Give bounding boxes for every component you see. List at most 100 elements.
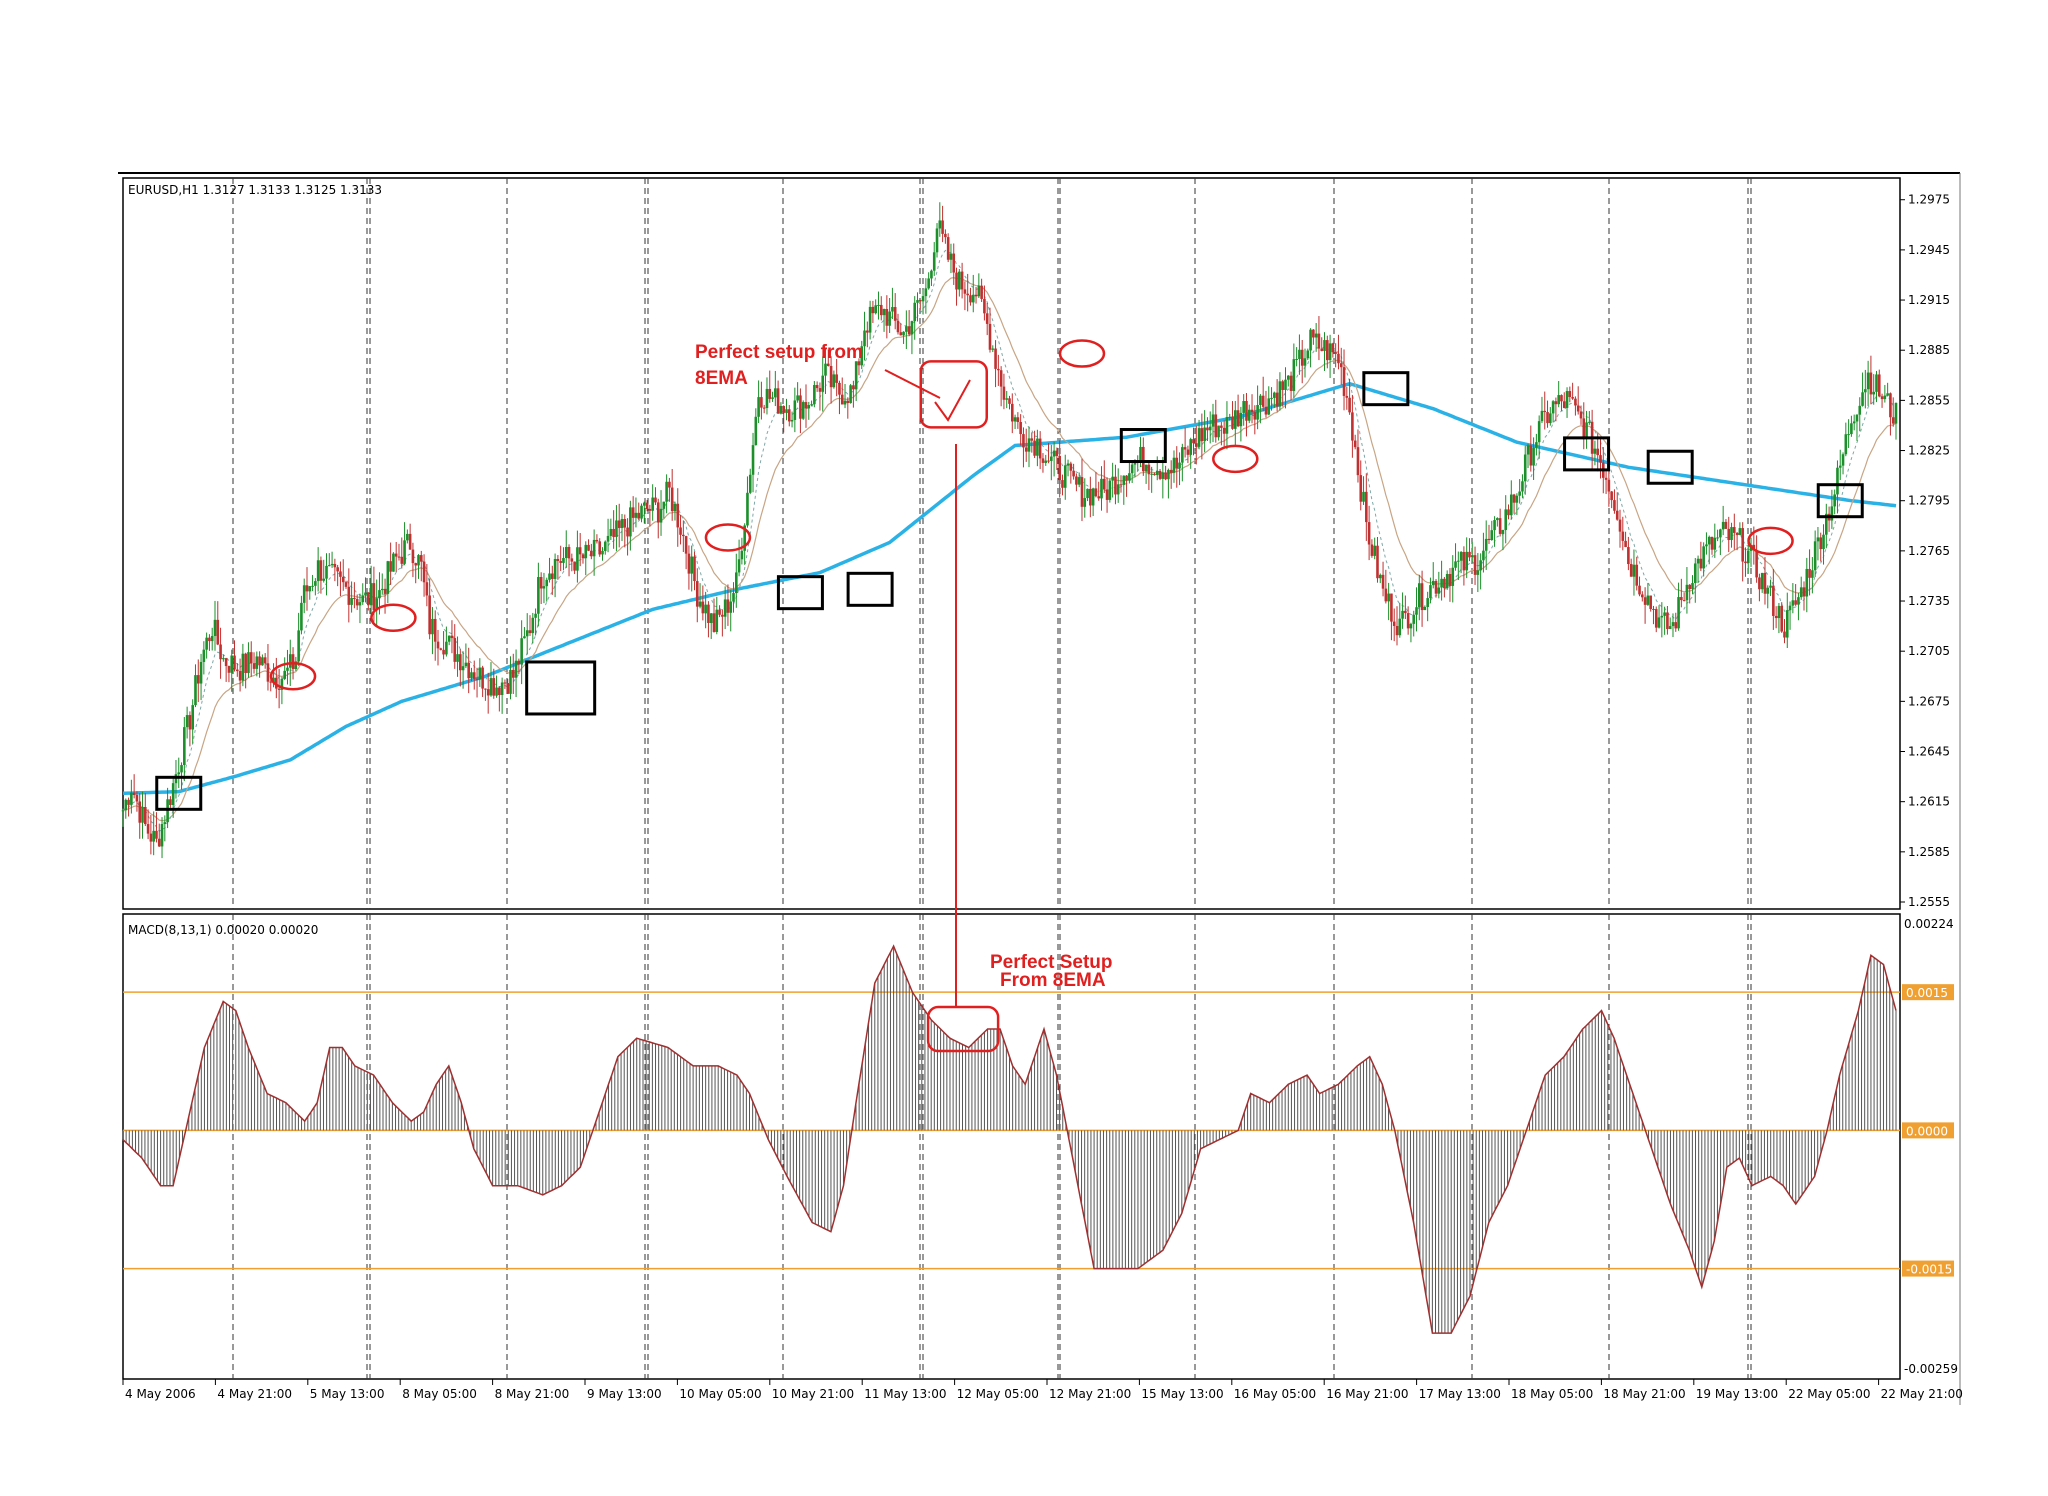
candle-body xyxy=(804,402,808,409)
candle-body xyxy=(1306,350,1310,359)
candle xyxy=(1705,532,1708,555)
candle xyxy=(1339,347,1343,385)
candle xyxy=(826,349,830,367)
candle xyxy=(670,468,674,521)
candle xyxy=(191,699,194,744)
candle-body xyxy=(590,550,593,557)
candle xyxy=(517,658,521,675)
candle-body xyxy=(1376,545,1379,579)
candle-body xyxy=(603,541,607,551)
candle xyxy=(1880,393,1884,408)
candle-body xyxy=(556,558,560,562)
candle-body xyxy=(1638,585,1641,595)
candle-body xyxy=(1543,410,1547,413)
candle xyxy=(336,564,339,587)
candle xyxy=(840,377,844,405)
candle xyxy=(1794,584,1797,606)
candle-body xyxy=(1292,359,1296,391)
candle xyxy=(690,545,693,592)
candle-body xyxy=(980,285,983,299)
candle-body xyxy=(807,405,811,409)
candle xyxy=(1813,530,1817,578)
candle xyxy=(1457,551,1460,580)
candle xyxy=(866,321,869,348)
candle xyxy=(1373,537,1376,560)
candle xyxy=(746,476,749,528)
candle xyxy=(1476,553,1480,593)
candle xyxy=(509,656,512,700)
candle-body xyxy=(1339,363,1343,368)
candle xyxy=(980,278,983,303)
candle-body xyxy=(1217,425,1220,438)
candle xyxy=(1208,411,1212,444)
candle-body xyxy=(1412,614,1416,624)
candle xyxy=(1772,569,1775,630)
candle xyxy=(219,627,222,679)
price-tick-label: 1.2945 xyxy=(1908,243,1950,257)
candle-body xyxy=(1613,500,1616,511)
candle xyxy=(1306,348,1310,361)
candle xyxy=(185,706,189,739)
candle-body xyxy=(896,320,900,333)
candle xyxy=(1504,495,1508,544)
candle xyxy=(1535,433,1538,456)
candle xyxy=(1582,402,1586,450)
candle-body xyxy=(916,300,919,303)
candle xyxy=(322,559,326,583)
candle xyxy=(1565,387,1569,418)
candle-body xyxy=(1579,411,1583,419)
candle-body xyxy=(648,508,652,511)
candle-body xyxy=(949,253,953,260)
candle xyxy=(707,601,710,638)
candle-body xyxy=(1365,491,1368,523)
candle xyxy=(1253,405,1257,435)
candle-body xyxy=(1119,484,1123,486)
candle-body xyxy=(1791,600,1795,606)
candle-body xyxy=(1462,551,1466,571)
candle xyxy=(1231,401,1234,430)
candle xyxy=(1479,553,1482,590)
candle-body xyxy=(874,305,877,314)
candle-body xyxy=(977,285,981,297)
candle xyxy=(1091,487,1095,517)
candle-body xyxy=(771,397,774,399)
candle-body xyxy=(146,824,150,834)
candle xyxy=(210,627,214,651)
candle xyxy=(1680,578,1683,608)
candle-body xyxy=(196,675,200,684)
candle xyxy=(1167,468,1170,499)
candle-body xyxy=(1348,397,1351,413)
candle-body xyxy=(417,555,420,566)
candle-body xyxy=(1758,577,1761,590)
candle xyxy=(1654,606,1658,633)
candle xyxy=(994,340,997,388)
candle xyxy=(718,605,721,618)
candle-body xyxy=(1008,398,1011,404)
candle-body xyxy=(247,652,250,673)
candle-body xyxy=(1186,449,1190,455)
candle-body xyxy=(1512,494,1516,503)
candle xyxy=(1585,410,1588,449)
candle-body xyxy=(1345,395,1349,398)
candle xyxy=(489,662,493,697)
candle-body xyxy=(963,289,967,294)
candle xyxy=(721,609,724,637)
candle-body xyxy=(843,400,847,405)
candle-body xyxy=(308,586,312,592)
candle-body xyxy=(1401,610,1404,619)
candle-body xyxy=(824,363,827,376)
candle-body xyxy=(1535,442,1538,448)
candle-body xyxy=(369,583,373,606)
candle xyxy=(918,299,922,310)
candle-body xyxy=(428,595,431,635)
candle xyxy=(1024,428,1028,462)
candle xyxy=(1030,432,1034,453)
candle xyxy=(988,307,992,353)
candle-body xyxy=(1047,460,1050,462)
candle xyxy=(601,547,604,561)
candle-body xyxy=(787,409,791,422)
candle-body xyxy=(1691,583,1694,589)
candle-body xyxy=(760,397,763,408)
candle xyxy=(715,596,719,635)
candle xyxy=(1295,347,1298,367)
